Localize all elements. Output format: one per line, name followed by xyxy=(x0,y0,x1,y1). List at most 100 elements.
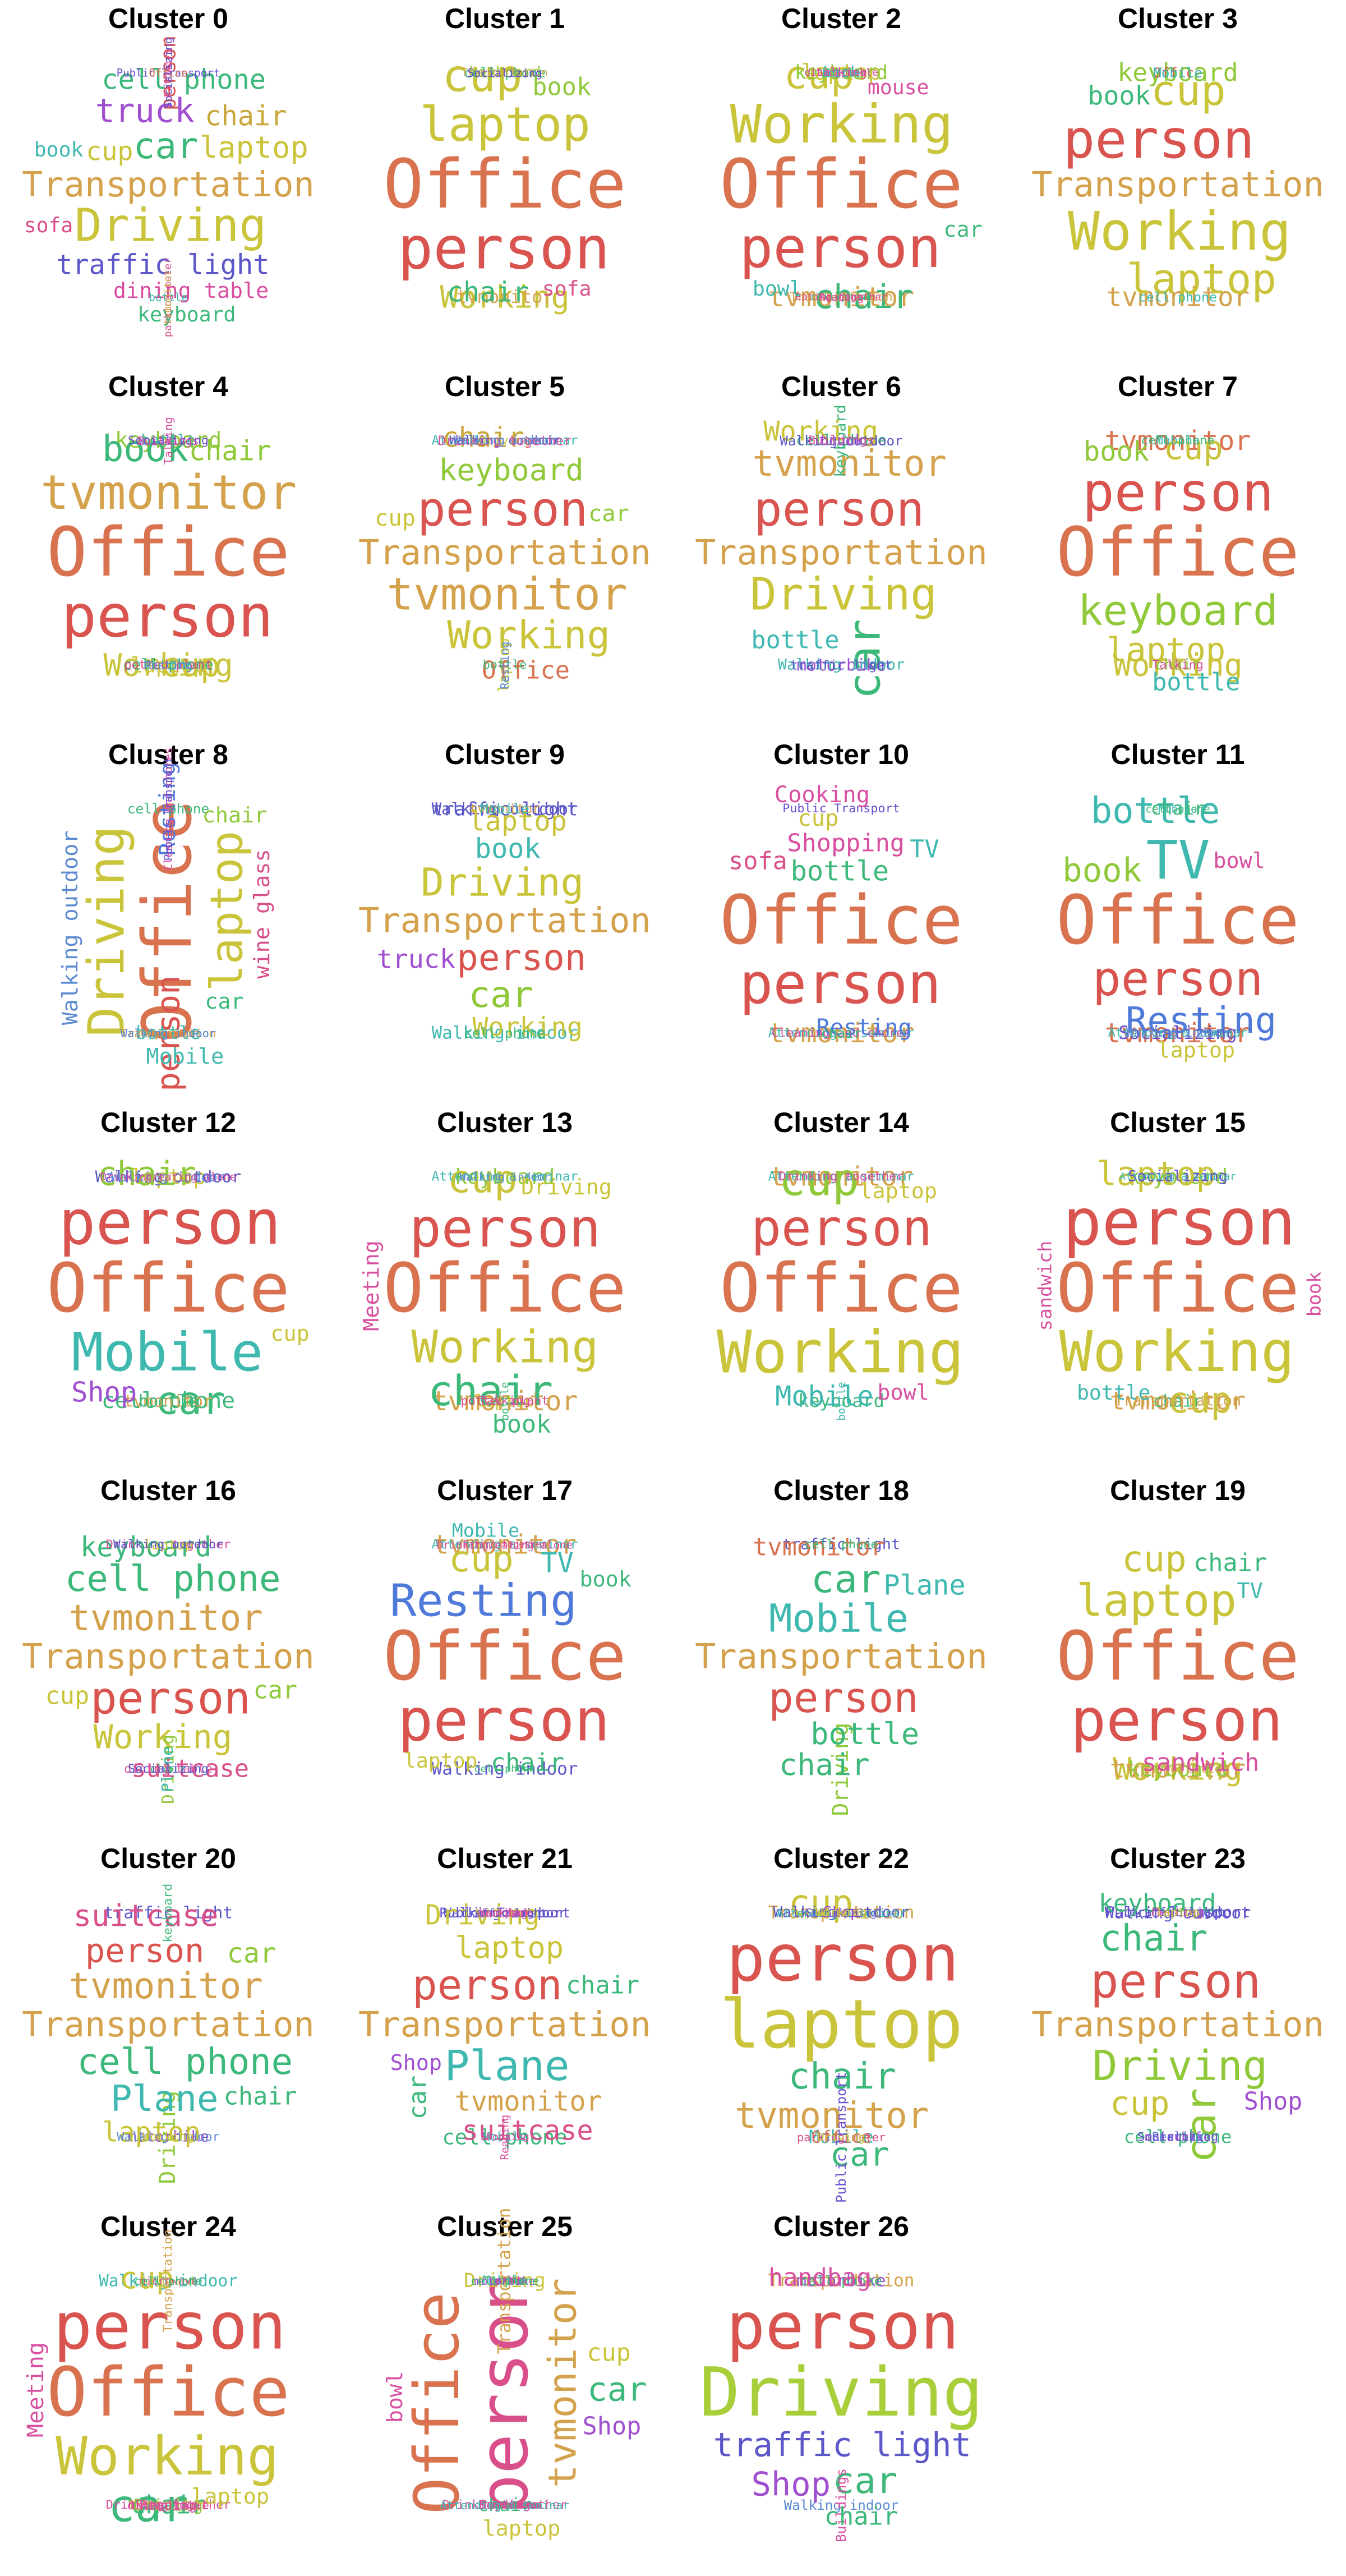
cloud-word: cup xyxy=(587,2339,631,2367)
cloud-word: Driving xyxy=(77,825,136,1037)
cloud-word: cup xyxy=(1167,1379,1232,1422)
cloud-word: Walking outdoor xyxy=(95,1167,242,1186)
cloud-word: Resting xyxy=(1125,1000,1277,1042)
cloud-word: Transportation xyxy=(695,1636,988,1677)
cluster-panel: Cluster 1 Office Working person laptop cup tvm… xyxy=(336,0,673,368)
cloud-word: Walking indoor xyxy=(783,2496,899,2513)
cluster-title: Cluster 9 xyxy=(445,739,565,770)
word-cloud: Transportation tvmonitor Working person keyb… xyxy=(1009,0,1346,368)
word-cloud: Transportation Driving person car truck traff… xyxy=(0,0,336,368)
cloud-word: Transportation xyxy=(358,900,651,941)
cloud-word: truck xyxy=(95,91,195,130)
word-cloud: Transportation person tvmonitor Working Atte… xyxy=(336,368,673,736)
cloud-word: tvmonitor xyxy=(454,2086,602,2118)
cloud-word: Walking outdoor xyxy=(443,1904,566,1921)
cloud-word: chair xyxy=(813,277,913,316)
cloud-word: chair xyxy=(1153,1391,1203,1411)
cluster-title: Cluster 3 xyxy=(1118,3,1238,34)
cloud-word: book xyxy=(102,429,188,471)
cluster-title: Cluster 15 xyxy=(1110,1107,1246,1138)
cluster-panel: Cluster 5 Transportation person tvmonitor Wo… xyxy=(336,368,673,736)
cloud-word: Transportation xyxy=(695,532,988,573)
cluster-title: Cluster 22 xyxy=(773,1843,909,1874)
cloud-word: tvmonitor xyxy=(540,2278,585,2488)
cloud-word: tvmonitor xyxy=(431,1385,578,1417)
cluster-panel: Cluster 10 Office tvmonitor person Attending… xyxy=(673,736,1009,1104)
cloud-word: bowl xyxy=(877,1379,929,1405)
cloud-word: Working xyxy=(447,613,610,658)
cloud-word: book xyxy=(1303,1271,1325,1317)
cloud-word: book xyxy=(492,1410,551,1439)
word-cloud: Office person tvmonitor Resting Attending a … xyxy=(336,1472,673,1840)
cloud-word: cell phone xyxy=(800,2272,883,2289)
cloud-word: car xyxy=(588,500,630,527)
cloud-word: person xyxy=(1063,1185,1296,1261)
cloud-word: Office xyxy=(1056,882,1299,960)
cluster-panel: Cluster 17 Office person tvmonitor Resting At… xyxy=(336,1472,673,1840)
cloud-word: motorbike xyxy=(1145,2130,1211,2145)
cloud-word: laptop xyxy=(1106,630,1226,669)
cloud-word: Meeting xyxy=(479,2498,531,2513)
cloud-word: person xyxy=(85,1931,205,1970)
cloud-word: person xyxy=(739,216,942,281)
cluster-title: Cluster 19 xyxy=(1110,1475,1246,1506)
cloud-word: Resting xyxy=(390,1574,577,1627)
cloud-word: book xyxy=(1062,850,1142,890)
cloud-word: Shop xyxy=(823,1903,860,1921)
cluster-panel: Cluster 2 Office tvmonitor person Working lap… xyxy=(673,0,1009,368)
cloud-word: Mobile xyxy=(480,800,529,817)
word-cloud: Transportation Walking indoor traffic ligh… xyxy=(336,736,673,1104)
cloud-word: cup xyxy=(119,2260,174,2296)
cloud-word: cell phone xyxy=(123,656,214,674)
cloud-word: laptop xyxy=(474,1391,535,1411)
word-cloud: Office Working tvmonitor person cup keyboard A… xyxy=(673,1104,1009,1472)
cloud-word: cell phone xyxy=(804,1538,878,1552)
cloud-word: cup xyxy=(160,645,220,684)
cloud-word: Attending a seminar xyxy=(440,2498,570,2512)
cloud-word: Eating together xyxy=(795,291,888,303)
cloud-word: Driving xyxy=(699,2354,983,2432)
cloud-word: Drinking together xyxy=(442,2498,568,2513)
cloud-word: person xyxy=(754,482,925,537)
cloud-word: Driving xyxy=(133,2495,203,2515)
cloud-word: laptop xyxy=(102,2117,201,2149)
cloud-word: sofa xyxy=(24,213,73,237)
cloud-word: Working xyxy=(815,1906,867,1920)
cluster-title: Cluster 6 xyxy=(781,371,901,402)
cloud-word: cup xyxy=(778,1153,859,1206)
cluster-panel: Cluster 21 Transportation Plane person cell … xyxy=(336,1840,673,2208)
cloud-word: book xyxy=(1087,80,1151,111)
cluster-title: Cluster 16 xyxy=(100,1475,236,1506)
cloud-word: Attending a seminar xyxy=(768,1169,915,1184)
cloud-word: person xyxy=(409,1197,601,1259)
cluster-title: Cluster 8 xyxy=(108,739,228,770)
cloud-word: Plane xyxy=(444,2041,570,2090)
cloud-word: bottle xyxy=(790,855,889,887)
cloud-word: Talking xyxy=(1152,658,1204,673)
cluster-title: Cluster 21 xyxy=(437,1843,573,1874)
cloud-word: traffic light xyxy=(56,249,270,281)
cloud-word: Working xyxy=(730,93,953,155)
cloud-word: Socializing xyxy=(1118,1022,1237,1044)
cloud-word: chair xyxy=(202,802,268,828)
cloud-word: Shop xyxy=(1243,2087,1303,2116)
cloud-word: Shop xyxy=(390,2050,442,2076)
cloud-word: TV xyxy=(1146,829,1210,891)
cloud-word: Public Transport xyxy=(439,1904,571,1921)
cluster-panel: Cluster 0 Transportation Driving person car t… xyxy=(0,0,336,368)
cluster-panel: Cluster 23 Transportation person Driving car… xyxy=(1009,1840,1346,2208)
cloud-word: Cooking xyxy=(774,780,870,808)
cloud-word: book xyxy=(1083,436,1150,468)
cloud-word: person xyxy=(412,1961,563,2009)
cloud-word: keyboard xyxy=(798,1390,884,1412)
cloud-word: Transportation xyxy=(120,1026,216,1040)
cloud-word: laptop xyxy=(131,653,206,678)
cluster-title: Cluster 5 xyxy=(445,371,565,402)
cloud-word: Driving xyxy=(425,1900,540,1932)
cluster-title: Cluster 24 xyxy=(100,2211,236,2242)
word-cloud: Office Working tvmonitor person keyboard lapt… xyxy=(1009,368,1346,736)
cloud-word: wine glass xyxy=(249,849,275,979)
cloud-word: laptop xyxy=(403,1748,478,1773)
cloud-word: keyboard xyxy=(161,1883,176,1943)
cloud-word: chair xyxy=(97,1154,197,1193)
